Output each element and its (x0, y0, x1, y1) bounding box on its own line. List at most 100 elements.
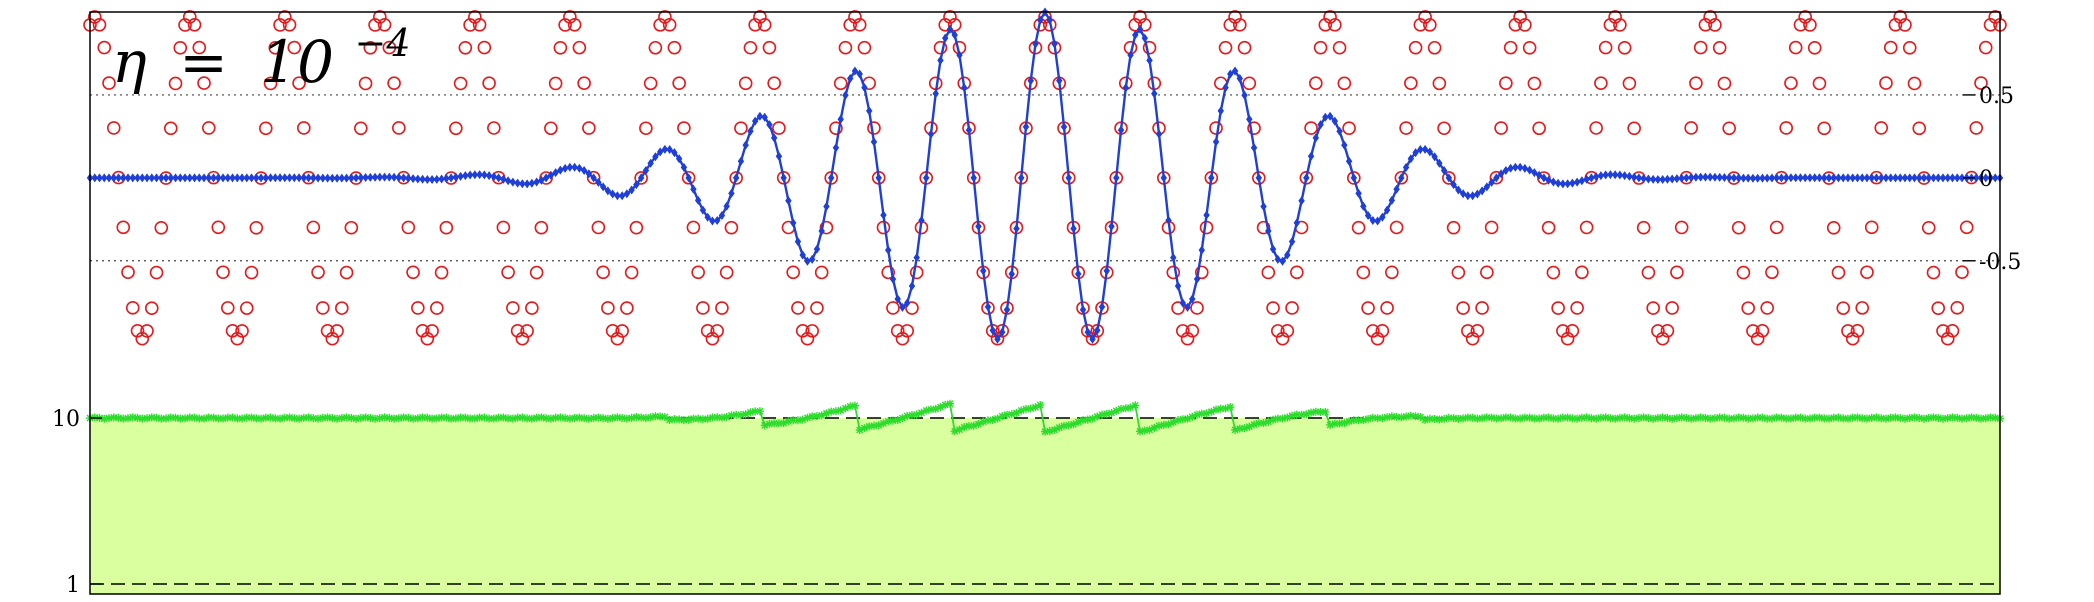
approximation-point (438, 174, 445, 184)
approximation-point (523, 179, 531, 189)
ratio-point (1245, 422, 1254, 431)
approximation-point (1440, 166, 1448, 176)
ratio-point (1938, 414, 1947, 423)
ratio-point (1102, 409, 1111, 418)
approximation-point (295, 173, 303, 183)
approximation-point (1117, 125, 1125, 135)
title-relation: = (179, 28, 228, 96)
approximation-point (1094, 325, 1101, 335)
ratio-point (157, 414, 166, 423)
exact-point (900, 324, 915, 338)
exact-point (1779, 121, 1793, 135)
approximation-point (980, 266, 987, 276)
ratio-point (979, 417, 988, 426)
approximation-point (276, 173, 284, 183)
approximation-point (1393, 184, 1400, 194)
exact-point (311, 265, 325, 280)
approximation-point (362, 173, 369, 183)
approximation-point (1801, 173, 1809, 183)
exact-point (667, 40, 682, 55)
fill-region-layer (90, 418, 2000, 594)
ratio-point (1919, 414, 1928, 423)
exact-point (1256, 220, 1271, 235)
exact-point (1570, 301, 1584, 315)
approximation-point (585, 169, 593, 179)
approximation-point (1208, 173, 1215, 183)
approximation-point (1269, 244, 1277, 254)
ratio-point (204, 413, 213, 422)
approximation-point (1554, 178, 1562, 188)
approximation-point (514, 178, 521, 188)
ratio-point (461, 413, 470, 422)
approximation-point (813, 244, 821, 254)
ratio-point (1577, 413, 1586, 422)
approximation-point (533, 177, 540, 187)
approximation-point (595, 177, 602, 187)
exact-point (558, 18, 572, 32)
ratio-point (261, 413, 270, 422)
exact-point (1850, 323, 1865, 338)
exact-point (1413, 18, 1428, 32)
ratio-point (219, 414, 228, 423)
exact-point (1389, 220, 1404, 235)
exact-point (743, 40, 758, 55)
approximation-point (866, 106, 873, 116)
approximation-point (1744, 173, 1752, 183)
approximation-point (1089, 334, 1096, 344)
approximation-point (96, 173, 103, 183)
ratio-point (532, 413, 541, 422)
exact-point (1769, 220, 1784, 235)
ratio-point (684, 415, 693, 424)
approximation-point (918, 215, 925, 225)
ratio-point (1197, 409, 1206, 418)
approximation-point (419, 174, 426, 184)
ratio-point (1326, 420, 1335, 429)
ratio-point (1763, 414, 1772, 423)
ratio-point (1231, 425, 1240, 434)
approximation-point (1369, 215, 1377, 225)
ratio-point (1753, 413, 1762, 422)
approximation-point (305, 173, 312, 183)
approximation-point (162, 173, 170, 183)
approximation-point (234, 173, 241, 183)
approximation-point (552, 168, 559, 178)
ratio-point (1758, 413, 1767, 422)
ratio-point (428, 414, 437, 423)
exact-point (515, 331, 530, 346)
exact-point (1784, 76, 1798, 90)
ratio-point (1368, 413, 1377, 422)
approximation-point (547, 170, 555, 180)
exact-point (1261, 265, 1276, 280)
ratio-point (209, 413, 218, 422)
ratio-point (523, 414, 532, 423)
ratio-point (1107, 409, 1116, 418)
approximation-point (1949, 173, 1956, 183)
approximation-point (1056, 76, 1063, 86)
exact-point (387, 76, 401, 90)
exact-point (1803, 18, 1817, 32)
approximation-point (1141, 33, 1148, 43)
ratio-point (1606, 414, 1615, 423)
ratio-point (1981, 414, 1990, 423)
approximation-point (1331, 116, 1339, 126)
approximation-point (1108, 221, 1115, 231)
ratio-point (1007, 410, 1016, 419)
approximation-point (177, 173, 184, 183)
exact-point (1423, 18, 1437, 32)
approximation-point (338, 173, 346, 183)
title-symbol: η (112, 28, 147, 96)
approximation-point (1787, 173, 1795, 183)
approximation-point (1626, 171, 1633, 181)
exact-point (373, 10, 387, 24)
ratio-point (152, 413, 161, 422)
approximation-point (671, 148, 678, 158)
exact-point (1646, 301, 1660, 315)
approximation-point (885, 245, 892, 255)
exact-point (1242, 76, 1257, 91)
approximation-point (1925, 173, 1932, 183)
ratio-point (1720, 413, 1729, 422)
exact-point (1446, 220, 1461, 235)
approximation-point (861, 83, 868, 93)
exact-point (434, 265, 449, 280)
approximation-point (1488, 177, 1495, 187)
